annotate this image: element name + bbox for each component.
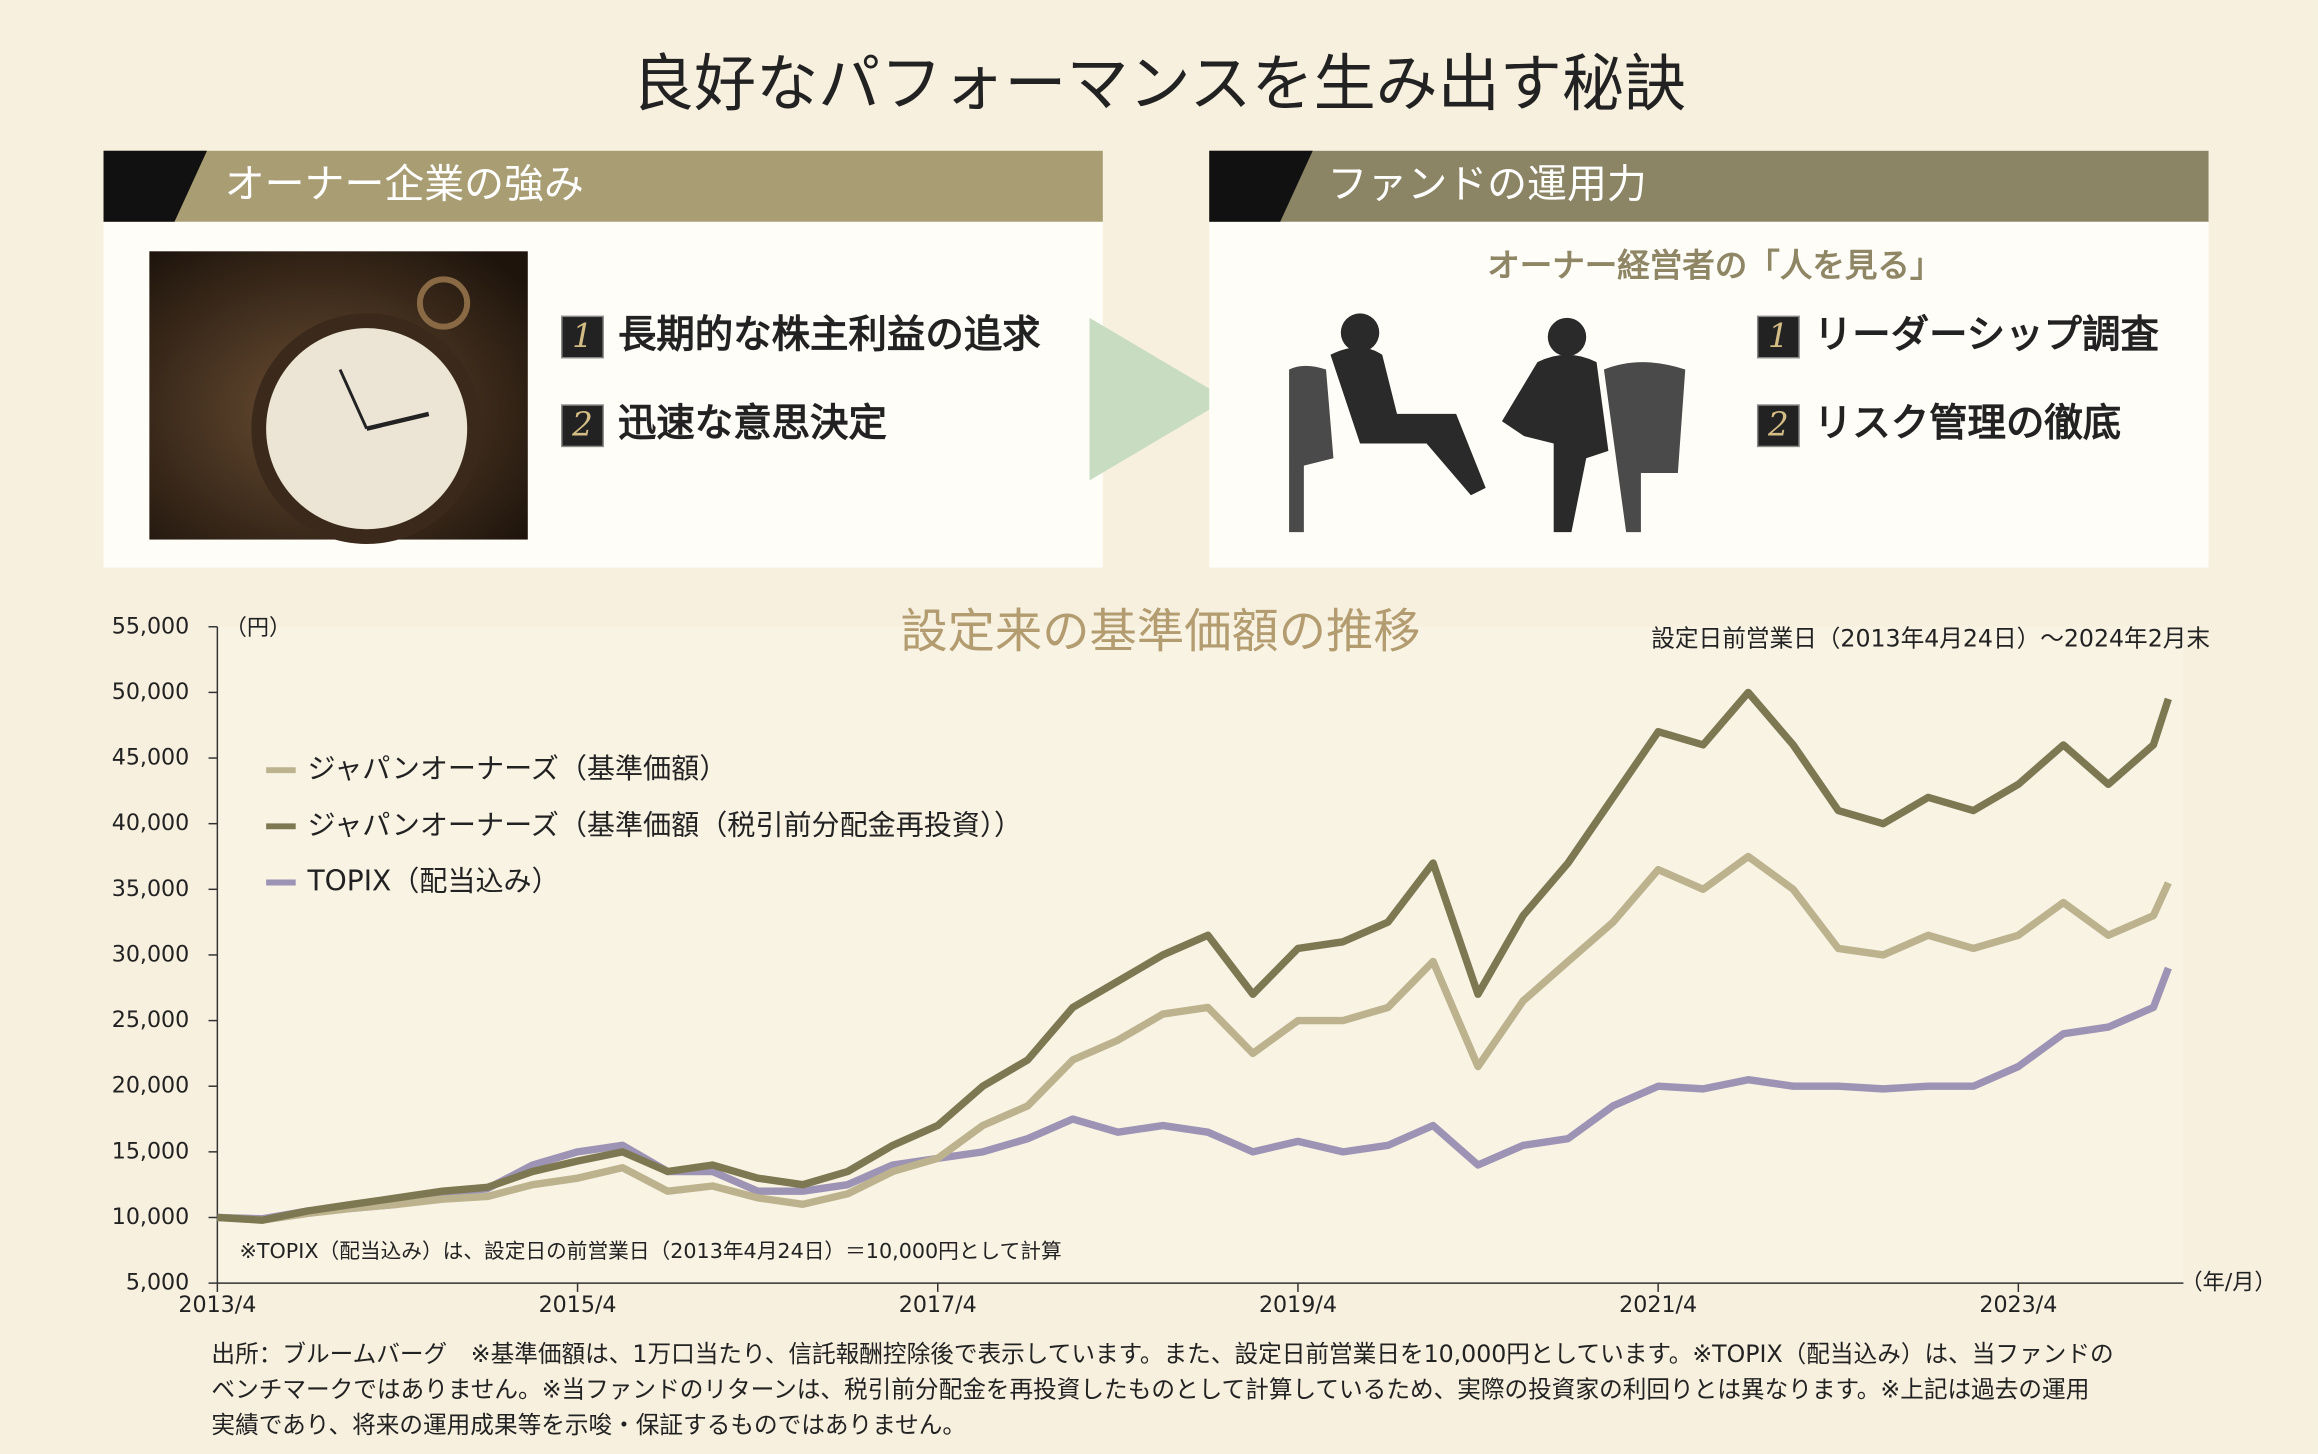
panel-header-bar [103, 150, 1103, 222]
chart-title: 設定来の基準価額の推移 [900, 605, 1420, 660]
y-tick-label: 45,000 [112, 745, 190, 771]
x-tick-label: 2017/4 [899, 1292, 977, 1318]
x-tick-label: 2019/4 [1259, 1292, 1337, 1318]
panel-subheader: オーナー経営者の「人を見る」 [1487, 247, 1942, 285]
watch-hand [366, 411, 430, 431]
y-tick-label: 25,000 [112, 1007, 190, 1033]
x-tick-label: 2023/4 [1979, 1292, 2057, 1318]
item-number: 2 [1767, 406, 1789, 444]
x-axis-label: （年/月） [2180, 1270, 2276, 1296]
series-line [217, 688, 2172, 1224]
number-badge [1756, 315, 1800, 359]
footnote: 実績であり、将来の運用成果等を示唆・保証するものではありません。 [211, 1411, 966, 1439]
number-badge [561, 315, 604, 359]
panel-header-bar [1209, 150, 2209, 222]
item-text: 迅速な意思決定 [618, 401, 887, 446]
y-tick-label: 10,000 [112, 1204, 190, 1230]
series-line [217, 966, 2172, 1223]
number-badge [1756, 404, 1800, 448]
y-tick-label: 40,000 [112, 810, 190, 836]
item-text: リスク管理の徹底 [1814, 401, 2121, 446]
y-tick-label: 35,000 [112, 876, 190, 902]
y-tick-label: 15,000 [112, 1138, 190, 1164]
watch-ring [416, 276, 471, 330]
x-tick-label: 2021/4 [1619, 1292, 1697, 1318]
page-title: 良好なパフォーマンスを生み出す秘訣 [632, 47, 1686, 120]
number-badge [561, 404, 604, 448]
panel-header: ファンドの運用力 [1328, 162, 1647, 208]
legend-label: TOPIX（配当込み） [307, 865, 560, 898]
item-text: リーダーシップ調査 [1814, 313, 2160, 358]
item-text: 長期的な株主利益の追求 [618, 313, 1041, 358]
y-tick-label: 50,000 [112, 679, 190, 705]
series-line [217, 852, 2172, 1224]
x-tick-label: 2013/4 [178, 1292, 256, 1318]
chart-subtitle: 設定日前営業日（2013年4月24日）～2024年2月末 [1651, 625, 2210, 653]
legend-label: ジャパンオーナーズ（基準価額） [308, 752, 728, 785]
y-tick-label: 30,000 [112, 941, 190, 967]
watch-hand [338, 368, 369, 430]
header-accent [1209, 150, 1313, 222]
footnote: ベンチマークではありません。※当ファンドのリターンは、税引前分配金を再投資したも… [211, 1376, 2089, 1404]
y-tick-label: 20,000 [112, 1073, 190, 1099]
item-number: 2 [571, 406, 593, 444]
header-accent [103, 150, 208, 222]
annotation: ※TOPIX（配当込み）は、設定日の前営業日（2013年4月24日）＝10,00… [240, 1239, 1062, 1263]
footnote: 出所：ブルームバーグ ※基準価額は、1万口当たり、信託報酬控除後で表示しています… [211, 1340, 2113, 1368]
plot-area [217, 626, 2184, 1284]
item-number: 1 [1768, 317, 1789, 355]
panel-header: オーナー企業の強み [225, 162, 584, 208]
y-tick-label: 55,000 [112, 613, 190, 639]
y-tick-label: 5,000 [126, 1270, 189, 1296]
y-axis-label: （円） [225, 615, 291, 641]
silhouettes [1289, 313, 1686, 533]
x-tick-label: 2015/4 [539, 1292, 617, 1318]
legend-label: ジャパンオーナーズ（基準価額（税引前分配金再投資）） [308, 808, 1023, 841]
item-number: 1 [572, 317, 593, 355]
arrow [1089, 317, 1227, 481]
